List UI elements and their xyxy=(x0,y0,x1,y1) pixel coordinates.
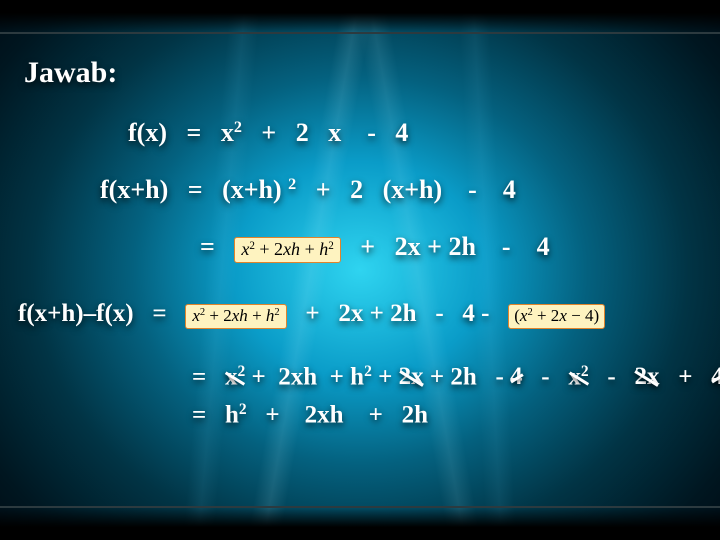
l1-four: 4 xyxy=(395,118,408,147)
line-1: f(x) = x2 + 2 x - 4 xyxy=(128,118,408,148)
l5-t6-strike: 4 xyxy=(510,363,523,391)
l1-x: x xyxy=(221,118,234,147)
l2-four: 4 xyxy=(503,175,516,204)
l5-t2: 2xh xyxy=(278,363,317,390)
l5-p5: + xyxy=(678,363,692,390)
l6-eq: = xyxy=(192,401,206,428)
l5-m3: - xyxy=(607,363,615,390)
l3-2h: 2h xyxy=(448,232,475,261)
l5-t4-strike: 2x xyxy=(399,363,424,391)
l2-sup: 2 xyxy=(288,176,296,193)
l5-t3: h xyxy=(350,363,364,390)
l5-p2: + xyxy=(330,363,344,390)
l5-p1: + xyxy=(252,363,266,390)
l5-t9-strike: 4 xyxy=(711,363,720,391)
l4-2x: 2x xyxy=(338,300,363,327)
l3-2x: 2x xyxy=(395,232,421,261)
l5-p3: + xyxy=(378,363,392,390)
l5-eq: = xyxy=(192,363,206,390)
line-4: f(x+h)–f(x) = x2 + 2xh + h2 + 2x + 2h - … xyxy=(18,300,605,329)
l1-sup: 2 xyxy=(234,119,242,136)
l5-t7-strike: x2 xyxy=(568,362,588,391)
l4-four: 4 xyxy=(462,300,475,327)
l5-m2: - xyxy=(541,363,549,390)
l5-t4: 2x xyxy=(399,363,424,390)
l5-m1: - xyxy=(495,363,503,390)
l6-t1: h xyxy=(225,401,239,428)
l3-plus2: + xyxy=(427,232,442,261)
l5-t9: 4 xyxy=(711,363,720,390)
l3-eq: = xyxy=(200,232,215,261)
l1-lhs: f(x) xyxy=(128,118,167,147)
l4-plus2: + xyxy=(370,300,384,327)
l2-plus: + xyxy=(316,175,331,204)
l4-minus2: - xyxy=(481,300,489,327)
l2-eq: = xyxy=(188,175,203,204)
l5-t1s: 2 xyxy=(238,363,246,380)
l6-t1s: 2 xyxy=(239,401,247,418)
l3-box: x2 + 2xh + h2 xyxy=(234,237,340,263)
heading: Jawab: xyxy=(24,56,117,90)
l6-t3: 2h xyxy=(402,401,428,428)
l4-eq: = xyxy=(152,300,166,327)
l1-x2: x xyxy=(328,118,341,147)
l5-t1: x xyxy=(225,363,238,390)
l3-minus: - xyxy=(502,232,511,261)
line-3: = x2 + 2xh + h2 + 2x + 2h - 4 xyxy=(200,232,550,263)
l5-p4: + xyxy=(430,363,444,390)
l2-minus: - xyxy=(468,175,477,204)
line-2: f(x+h) = (x+h) 2 + 2 (x+h) - 4 xyxy=(100,175,516,205)
l5-t7: x xyxy=(568,363,581,390)
l4-box2: (x2 + 2x − 4) xyxy=(508,304,605,329)
l5-t6: 4 xyxy=(510,363,523,390)
l6-p1: + xyxy=(265,401,279,428)
l6-t2: 2xh xyxy=(305,401,344,428)
l2-two: 2 xyxy=(350,175,363,204)
l3-four: 4 xyxy=(537,232,550,261)
l4-lhs: f(x+h)–f(x) xyxy=(18,300,134,327)
l1-two: 2 xyxy=(296,118,309,147)
l2-lhs: f(x+h) xyxy=(100,175,168,204)
l1-plus: + xyxy=(261,118,276,147)
l5-t1-strike: x2 xyxy=(225,362,245,391)
l5-t5: 2h xyxy=(450,363,476,390)
l4-plus1: + xyxy=(305,300,319,327)
l2-base: (x+h) xyxy=(222,175,282,204)
l5-t8: 2x xyxy=(634,363,659,390)
l5-t3s: 2 xyxy=(364,363,372,380)
l1-eq: = xyxy=(186,118,201,147)
l4-box1: x2 + 2xh + h2 xyxy=(185,304,286,329)
l1-minus: - xyxy=(367,118,376,147)
l6-p2: + xyxy=(369,401,383,428)
l5-t7s: 2 xyxy=(581,363,589,380)
l3-plus1: + xyxy=(360,232,375,261)
l4-minus1: - xyxy=(435,300,443,327)
l4-2h: 2h xyxy=(390,300,416,327)
l2-xh: (x+h) xyxy=(383,175,443,204)
slide-content: Jawab: f(x) = x2 + 2 x - 4 f(x+h) = (x+h… xyxy=(0,0,720,540)
l5-t8-strike: 2x xyxy=(634,363,659,391)
line-5: = x2 + 2xh + h2 + 2x + 2h - 4 - x2 - 2x … xyxy=(192,362,720,391)
line-6: = h2 + 2xh + 2h xyxy=(192,400,428,429)
